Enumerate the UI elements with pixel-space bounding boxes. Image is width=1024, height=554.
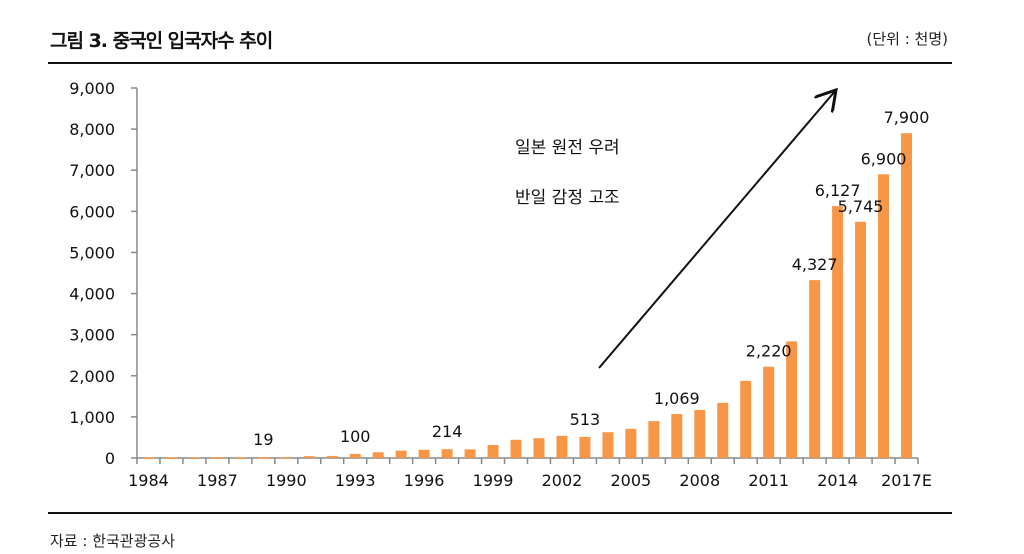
y-tick-label: 4,000 (69, 285, 115, 304)
bar-2015 (855, 221, 867, 458)
x-tick-label: 2017E (881, 471, 932, 490)
bar-2011 (763, 366, 775, 458)
bar-2010 (740, 380, 752, 458)
bar-1987 (211, 457, 223, 459)
top-divider (48, 62, 952, 64)
data-label-2015: 5,745 (838, 197, 884, 216)
bar-2008 (694, 409, 706, 458)
bar-1991 (303, 456, 315, 458)
x-tick-label: 2011 (748, 471, 789, 490)
y-tick-label: 3,000 (69, 326, 115, 345)
data-label-2013: 4,327 (792, 255, 838, 274)
bar-1988 (234, 457, 246, 459)
x-axis: 1984 1987 1990 1993 1996 1999 2002 2005 2008 2011… (128, 457, 932, 490)
bar-2005 (625, 428, 637, 458)
bar-2016 (878, 174, 890, 459)
bar-2001 (533, 438, 545, 458)
y-tick-label: 8,000 (69, 120, 115, 139)
bar-1994 (372, 452, 384, 458)
x-tick-label: 1996 (404, 471, 445, 490)
x-tick-label: 1987 (197, 471, 238, 490)
source-note: 자료 : 한국관광공사 (50, 532, 175, 550)
trend-arrow (598, 90, 836, 369)
bar-1999 (487, 445, 499, 458)
bottom-divider (48, 512, 952, 514)
data-label-2016: 6,900 (861, 149, 907, 168)
bar-2014 (832, 206, 844, 458)
bar-2012 (786, 341, 798, 458)
figure-title: 그림 3. 중국인 입국자수 추이 (50, 30, 273, 52)
x-tick-label: 2005 (611, 471, 652, 490)
data-label-2014: 6,127 (815, 181, 861, 200)
bar-2004 (602, 432, 614, 458)
bar-1984 (142, 457, 154, 460)
bar-1995 (395, 450, 407, 458)
bar-2007 (671, 414, 683, 458)
data-label-1997: 214 (432, 422, 463, 441)
bar-2013 (809, 280, 821, 458)
bar-1989 (257, 457, 269, 459)
annotation-1: 일본 원전 우려 (515, 138, 620, 158)
bars (142, 133, 913, 460)
y-tick-label: 0 (105, 449, 115, 468)
data-label-1993: 100 (340, 427, 371, 446)
unit-label: (단위 : 천명) (866, 30, 949, 48)
x-tick-label: 2014 (817, 471, 858, 490)
bar-2002 (556, 435, 568, 458)
y-tick-label: 6,000 (69, 202, 115, 221)
y-axis: 0 1,000 2,000 3,000 4,000 5,000 6,000 7,000 8,00… (69, 79, 138, 468)
bar-1996 (418, 449, 430, 458)
bar-2000 (510, 439, 522, 458)
x-tick-label: 1990 (266, 471, 307, 490)
data-label-2003: 513 (570, 410, 601, 429)
bar-2017E (901, 133, 913, 458)
data-label-2007: 1,069 (654, 389, 700, 408)
bar-1990 (280, 457, 292, 459)
x-tick-label: 1999 (473, 471, 514, 490)
y-tick-label: 2,000 (69, 367, 115, 386)
x-tick-label: 2008 (679, 471, 720, 490)
annotation-2: 반일 감정 고조 (515, 188, 620, 208)
bar-1993 (349, 453, 361, 458)
data-label-2011: 2,220 (746, 342, 792, 361)
x-tick-label: 1984 (128, 471, 169, 490)
bar-1998 (464, 449, 476, 458)
x-tick-label: 2002 (542, 471, 583, 490)
x-tick-label: 1993 (335, 471, 376, 490)
y-tick-label: 9,000 (69, 79, 115, 98)
bar-1997 (441, 449, 453, 458)
bar-1985 (165, 457, 177, 460)
y-tick-label: 5,000 (69, 243, 115, 262)
bar-1992 (326, 455, 338, 458)
y-tick-label: 1,000 (69, 408, 115, 427)
bar-2003 (579, 436, 591, 458)
data-label-2017E: 7,900 (884, 108, 930, 127)
bar-2006 (648, 421, 660, 458)
y-tick-label: 7,000 (69, 161, 115, 180)
bar-1986 (188, 457, 200, 460)
bar-2009 (717, 402, 729, 458)
data-label-1989: 19 (253, 430, 273, 449)
